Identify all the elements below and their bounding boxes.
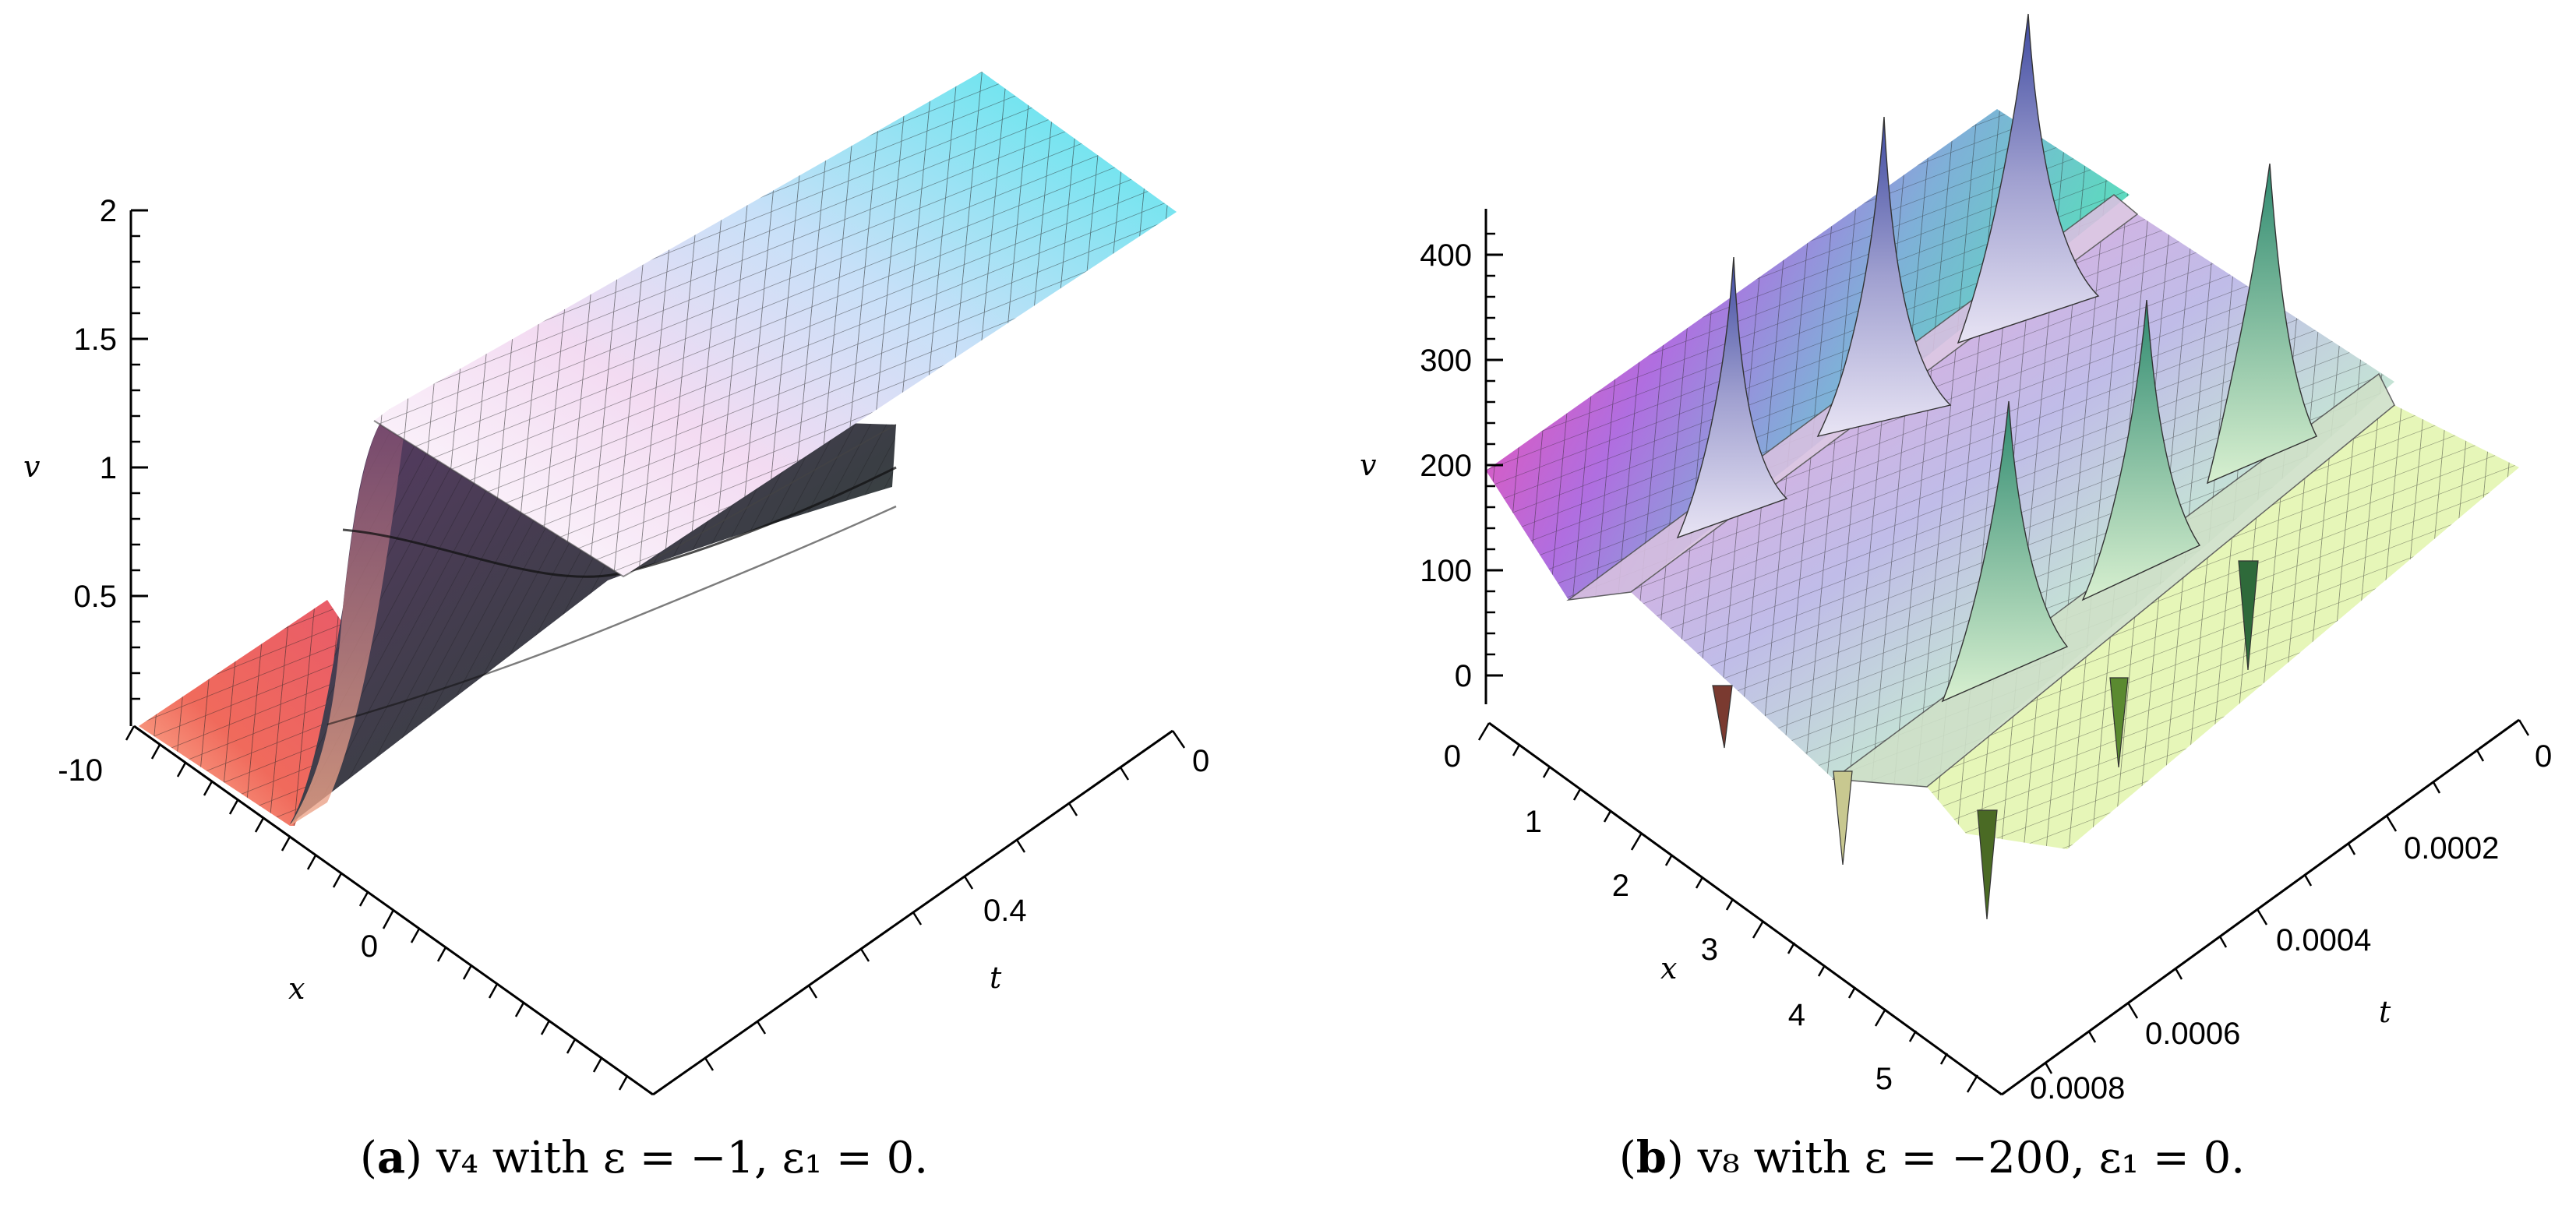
v-axis-minor-ticks-b	[1486, 232, 1495, 677]
v-axis-a: 2 1.5 1 0.5 v	[23, 194, 148, 726]
caption-b: (b) v₈ with ε = −200, ε₁ = 0.	[1618, 1132, 2246, 1183]
v-tick-label: 0	[1455, 659, 1472, 693]
x-tick-label: 4	[1788, 998, 1805, 1032]
x-axis-a: -10 0 x	[58, 725, 654, 1096]
v-axis-label: v	[1360, 448, 1377, 482]
caption-text-a: v₄ with ε = −1, ε₁ = 0.	[436, 1133, 929, 1183]
surface-plateau-a	[373, 72, 1177, 578]
t-axis-a: 0 0.4 t	[652, 729, 1209, 1096]
x-tick-label: 5	[1876, 1062, 1893, 1096]
t-axis-b: 0 0.0002 0.0004 0.0006 0.0008 t	[2001, 718, 2552, 1105]
t-axis-ticks-b	[2044, 719, 2530, 1074]
v-axis-label: v	[23, 450, 41, 484]
v-axis-b: 400 300 200 100 0 v	[1360, 209, 1503, 704]
x-axis-label: x	[1660, 951, 1677, 986]
caption-tag-b: b	[1636, 1132, 1667, 1183]
x-tick-label: 2	[1612, 869, 1629, 903]
panel-a: 2 1.5 1 0.5 v	[23, 72, 1209, 1183]
x-axis-ticks-a	[125, 725, 629, 1091]
v-axis-major-ticks-b	[1486, 253, 1503, 677]
panel-b: 400 300 200 100 0 v	[1288, 0, 2576, 1220]
t-tick-label: 0.0006	[2145, 1017, 2240, 1051]
t-axis-ticks-a	[704, 730, 1186, 1071]
caption-a: (a) v₄ with ε = −1, ε₁ = 0.	[359, 1132, 929, 1183]
caption-tag-a: a	[376, 1132, 406, 1183]
t-tick-label: 0.0008	[2030, 1071, 2125, 1105]
t-tick-label: 0	[2535, 739, 2552, 774]
v-tick-label: 400	[1420, 238, 1472, 273]
caption-text-b: v₈ with ε = −200, ε₁ = 0.	[1697, 1133, 2246, 1183]
x-tick-label: 3	[1701, 933, 1718, 967]
v-axis-minor-ticks-a	[131, 209, 140, 700]
x-tick-label: 1	[1525, 805, 1542, 839]
t-axis-label: t	[2379, 995, 2391, 1029]
t-tick-label: 0.0004	[2276, 923, 2371, 957]
x-tick-label: 0	[361, 929, 378, 964]
x-tick-label: -10	[58, 753, 103, 788]
surface-plane-back-b	[1486, 109, 2130, 600]
v-tick-label: 2	[100, 194, 117, 228]
v-tick-label: 300	[1420, 344, 1472, 378]
v-tick-label: 0.5	[73, 580, 117, 614]
t-tick-label: 0	[1192, 744, 1209, 778]
t-tick-label: 0.0002	[2404, 831, 2499, 866]
v-axis-major-ticks-a	[131, 209, 148, 598]
t-axis-label: t	[990, 961, 1002, 995]
surface-floor-a	[139, 600, 366, 826]
x-axis-ticks-b	[1477, 722, 1979, 1093]
surface-plot-a: 2 1.5 1 0.5 v	[23, 72, 1209, 1096]
x-axis-b: 0 1 2 3 4 5 x	[1444, 721, 2003, 1096]
v-tick-label: 100	[1420, 554, 1472, 588]
surface-plane-front-b	[1927, 405, 2519, 849]
surface-spikes-b	[1676, 13, 2317, 920]
surface-plot-b: 400 300 200 100 0 v	[1360, 13, 2552, 1105]
t-tick-label: 0.4	[983, 894, 1027, 928]
v-tick-label: 1	[100, 451, 117, 485]
v-tick-label: 200	[1420, 449, 1472, 483]
x-tick-label: 0	[1444, 739, 1461, 774]
v-tick-label: 1.5	[73, 323, 117, 357]
x-axis-label: x	[288, 971, 305, 1006]
